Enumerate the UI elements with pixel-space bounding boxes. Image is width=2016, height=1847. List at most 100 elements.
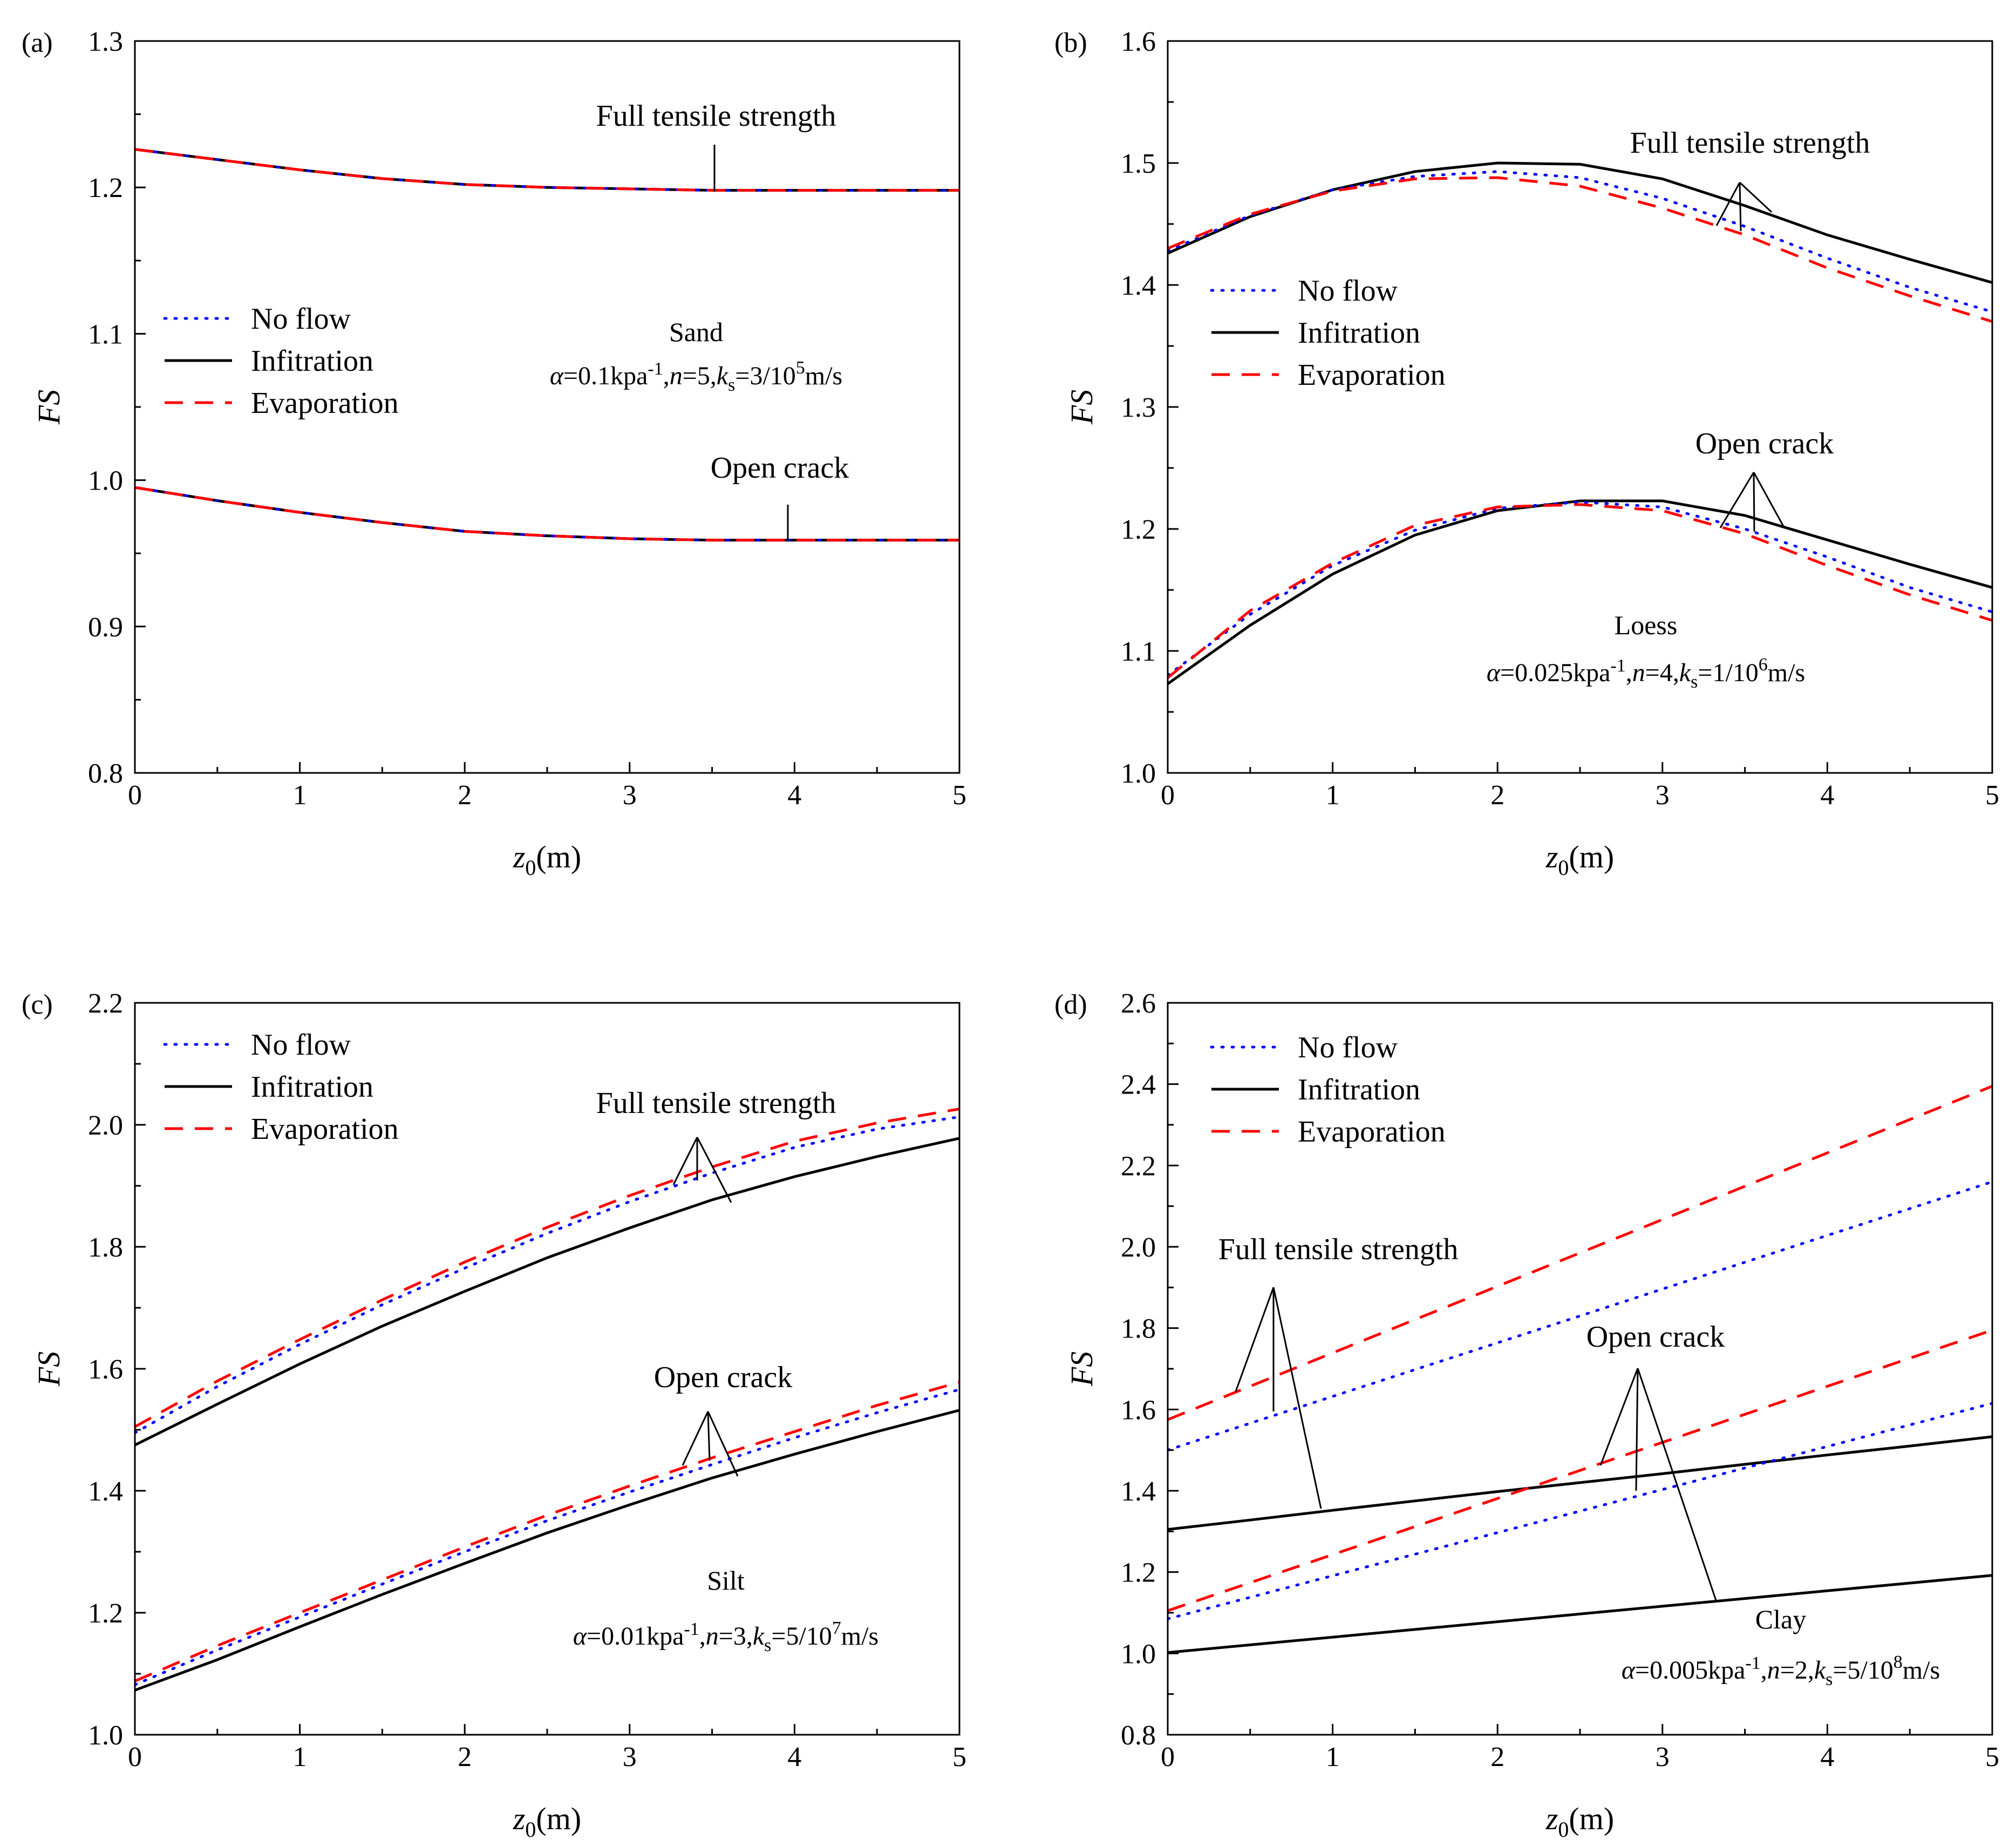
x-tick-label: 1 xyxy=(293,1742,307,1773)
legend-label: Evaporation xyxy=(1298,1115,1446,1149)
y-tick-label: 1.1 xyxy=(88,319,123,350)
soil-parameters: α=0.005kpa-1,n=2,ks=5/108m/s xyxy=(1622,1652,1940,1689)
soil-type-label: Clay xyxy=(1755,1604,1806,1634)
x-tick-label: 3 xyxy=(623,1742,637,1773)
legend-label: No flow xyxy=(251,1028,351,1062)
y-tick-label: 1.8 xyxy=(1121,1314,1156,1344)
y-tick-label: 1.0 xyxy=(1121,1639,1156,1669)
legend-label: Evaporation xyxy=(251,1112,399,1146)
x-tick-label: 1 xyxy=(1326,1742,1340,1773)
y-tick-label: 1.6 xyxy=(1121,1395,1156,1425)
y-tick-label: 1.2 xyxy=(88,173,123,203)
annotation-leader xyxy=(1637,1368,1718,1602)
series-line-no-flow-full-tensile-strength xyxy=(135,148,959,192)
series-line-no-flow-full-tensile-strength xyxy=(1168,170,1992,314)
series-line-evaporation-full-tensile-strength xyxy=(1168,176,1992,323)
y-tick-label: 1.5 xyxy=(1121,148,1156,179)
legend-label: Infitration xyxy=(251,1070,373,1104)
series-line-infitration-open-crack xyxy=(135,486,959,542)
legend: No flow Infitration Evaporation xyxy=(1210,1031,1446,1149)
y-axis-label: FS xyxy=(31,390,66,425)
x-tick-label: 3 xyxy=(1656,780,1670,811)
x-axis-label: z0(m) xyxy=(1545,1801,1614,1842)
panel-tag: (b) xyxy=(1054,28,1087,58)
series-line-no-flow-full-tensile-strength xyxy=(1168,1180,1992,1452)
y-tick-label: 1.4 xyxy=(88,1476,123,1507)
series-line-no-flow-open-crack xyxy=(135,1388,959,1686)
series-group xyxy=(1168,161,1992,685)
y-axis-label: FS xyxy=(1064,390,1099,425)
x-tick-label: 4 xyxy=(1820,1742,1834,1773)
legend-label: No flow xyxy=(1298,1031,1398,1064)
x-tick-label: 4 xyxy=(787,1742,801,1773)
y-tick-label: 1.0 xyxy=(88,466,123,497)
x-tick-label: 5 xyxy=(1985,1742,1999,1773)
x-tick-label: 2 xyxy=(458,1742,472,1773)
annotation-label: Open crack xyxy=(1695,427,1834,460)
annotation-leader xyxy=(672,1137,698,1185)
y-tick-label: 1.2 xyxy=(1121,1558,1156,1588)
chart-panel-4: 0 1 2 3 4 5 0.8 1.0 1.2 1.4 1.6 1.8 2.0 2.2 2.4 2.6 z0(m… xyxy=(1054,988,1999,1842)
legend-label: Infitration xyxy=(251,344,373,378)
y-tick-label: 2.0 xyxy=(88,1110,123,1141)
legend: No flow Infitration Evaporation xyxy=(163,302,399,420)
x-tick-label: 0 xyxy=(128,1742,142,1773)
annotation-leader xyxy=(1739,181,1773,213)
x-tick-label: 4 xyxy=(787,780,801,811)
annotation-leader xyxy=(696,1137,732,1203)
chart-panel-1: 0 1 2 3 4 5 0.8 0.9 1.0 1.1 1.2 1.3 z0(m) FS (a) No flo… xyxy=(22,26,966,880)
y-tick-label: 1.3 xyxy=(1121,392,1156,423)
series-line-infitration-full-tensile-strength xyxy=(1168,161,1992,284)
annotation-leader xyxy=(1753,472,1785,527)
x-tick-label: 0 xyxy=(1161,780,1175,811)
y-tick-label: 2.0 xyxy=(1121,1232,1156,1263)
y-tick-label: 1.8 xyxy=(88,1232,123,1263)
annotation-leader xyxy=(1635,1368,1639,1491)
panel-tag: (d) xyxy=(1054,989,1087,1020)
y-tick-label: 2.4 xyxy=(1121,1070,1156,1101)
y-tick-label: 1.3 xyxy=(88,26,123,57)
series-line-evaporation-open-crack xyxy=(135,486,959,542)
series-group xyxy=(1168,1085,1992,1654)
legend: No flow Infitration Evaporation xyxy=(163,1028,399,1146)
x-tick-label: 1 xyxy=(1326,780,1340,811)
x-axis-label: z0(m) xyxy=(1545,839,1614,880)
series-line-infitration-full-tensile-strength xyxy=(135,148,959,192)
x-tick-label: 4 xyxy=(1820,780,1834,811)
series-line-infitration-open-crack xyxy=(1168,1574,1992,1654)
annotation-leader xyxy=(682,1411,709,1466)
soil-parameters: α=0.025kpa-1,n=4,ks=1/106m/s xyxy=(1487,655,1805,692)
series-group xyxy=(135,148,959,542)
series-line-no-flow-full-tensile-strength xyxy=(135,1115,959,1435)
annotation-leader xyxy=(1599,1368,1639,1466)
panel-tag: (c) xyxy=(22,989,53,1020)
legend-label: Infitration xyxy=(1298,316,1420,350)
x-tick-label: 3 xyxy=(1656,1742,1670,1773)
soil-parameters: α=0.01kpa-1,n=3,ks=5/107m/s xyxy=(573,1618,878,1655)
y-tick-label: 1.0 xyxy=(1121,758,1156,789)
y-tick-label: 1.2 xyxy=(88,1598,123,1629)
legend-label: No flow xyxy=(1298,274,1398,308)
annotation-leader xyxy=(707,1411,711,1461)
x-tick-label: 5 xyxy=(952,1742,966,1773)
y-tick-label: 1.4 xyxy=(1121,270,1156,301)
x-tick-label: 0 xyxy=(1161,1742,1175,1773)
y-tick-label: 0.8 xyxy=(88,758,123,789)
y-tick-label: 1.6 xyxy=(1121,26,1156,57)
soil-parameters: α=0.1kpa-1,n=5,ks=3/105m/s xyxy=(550,358,842,395)
series-line-no-flow-open-crack xyxy=(1168,500,1992,677)
annotation-label: Open crack xyxy=(654,1361,793,1394)
y-tick-label: 0.9 xyxy=(88,612,123,643)
y-tick-label: 1.6 xyxy=(88,1354,123,1385)
series-line-infitration-full-tensile-strength xyxy=(1168,1435,1992,1531)
annotation-leader xyxy=(1272,1287,1322,1509)
series-line-no-flow-open-crack xyxy=(1168,1402,1992,1620)
x-tick-label: 5 xyxy=(1985,780,1999,811)
y-tick-label: 2.6 xyxy=(1121,988,1156,1019)
series-line-evaporation-full-tensile-strength xyxy=(1168,1085,1992,1421)
soil-type-label: Loess xyxy=(1615,610,1678,640)
soil-type-label: Sand xyxy=(669,317,723,347)
y-tick-label: 2.2 xyxy=(88,988,123,1019)
x-tick-label: 5 xyxy=(952,780,966,811)
